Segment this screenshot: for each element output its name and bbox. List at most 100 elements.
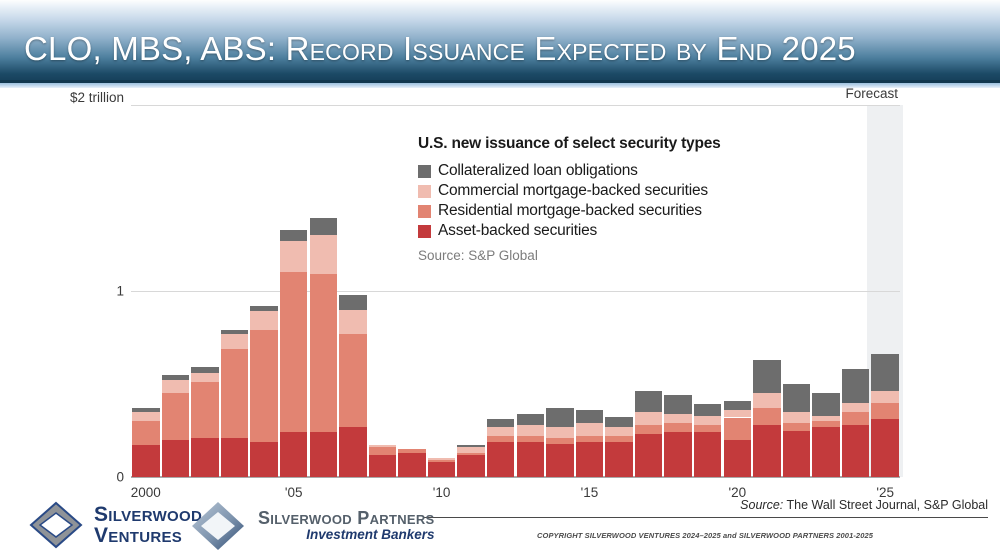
bar-2004 xyxy=(250,305,278,477)
legend-item-label: Asset-backed securities xyxy=(438,222,598,239)
x-tick-2005: '05 xyxy=(284,485,303,500)
chart-plot-area: Forecast $2 trillion 1 0 2000 '05 '10 '15 '2… xyxy=(70,86,903,500)
bar-segment xyxy=(398,449,426,453)
bar-segment xyxy=(191,437,219,477)
bar-2024 xyxy=(841,369,870,477)
bar-segment xyxy=(723,417,752,440)
bar-segment xyxy=(723,410,752,418)
header-divider-dark xyxy=(0,80,1000,83)
bar-2007 xyxy=(339,294,367,477)
logo-partners-line2: Investment Bankers xyxy=(306,527,435,543)
bar-segment xyxy=(782,423,811,431)
bar-segment xyxy=(486,441,515,477)
legend-rows: Collateralized loan obligations Commercia… xyxy=(418,162,768,240)
legend-swatch xyxy=(418,224,431,238)
bar-segment xyxy=(871,354,899,392)
legend-item: Asset-backed securities xyxy=(418,222,768,240)
bar-segment xyxy=(782,411,811,424)
bar-2009 xyxy=(398,449,426,477)
bar-segment xyxy=(220,330,249,334)
bar-segment xyxy=(664,413,692,424)
x-axis-line xyxy=(131,476,900,478)
bar-segment xyxy=(486,426,515,437)
copyright-notice: COPYRIGHT SILVERWOOD VENTURES 2024–2025 … xyxy=(537,531,874,540)
forecast-label: Forecast xyxy=(845,86,898,101)
gridline-1 xyxy=(131,291,900,292)
bar-segment xyxy=(191,382,219,438)
logo-silverwood-ventures: Silverwood Ventures xyxy=(28,500,202,550)
legend-item-label: Collateralized loan obligations xyxy=(438,162,638,179)
bar-segment xyxy=(427,458,456,461)
bar-segment xyxy=(220,348,249,438)
bar-segment xyxy=(841,411,870,425)
bar-segment xyxy=(339,294,367,310)
bar-segment xyxy=(427,460,456,463)
bar-2010 xyxy=(427,458,456,477)
logo-ventures-line1: Silverwood xyxy=(94,503,203,526)
footer-divider xyxy=(424,517,988,518)
bar-segment xyxy=(339,309,367,334)
bar-2011 xyxy=(457,445,485,477)
bar-segment xyxy=(812,421,840,427)
bar-2020 xyxy=(723,400,752,477)
bar-segment xyxy=(368,445,397,448)
bar-2003 xyxy=(220,330,249,477)
bar-2014 xyxy=(546,408,574,477)
bar-segment xyxy=(516,424,545,437)
x-tick-2000: 2000 xyxy=(130,485,161,500)
bar-2025 xyxy=(871,354,899,477)
bar-2000 xyxy=(132,408,160,477)
diamond-icon xyxy=(29,501,83,549)
bar-2006 xyxy=(309,218,337,477)
bar-2018 xyxy=(664,395,692,477)
legend-swatch xyxy=(418,184,431,198)
bar-segment xyxy=(634,391,663,412)
page-title-rest: Record Issuance Expected by End 2025 xyxy=(276,30,856,67)
page-title-lead: CLO, MBS, ABS: xyxy=(24,30,277,67)
bar-segment xyxy=(191,372,219,383)
bar-segment xyxy=(220,437,249,477)
gridline-2 xyxy=(131,105,900,106)
bar-segment xyxy=(605,417,633,427)
bar-segment xyxy=(694,404,722,416)
bar-segment xyxy=(812,426,840,477)
bar-segment xyxy=(309,432,337,477)
bar-segment xyxy=(516,413,545,425)
legend-swatch xyxy=(418,164,431,178)
bar-2002 xyxy=(191,367,219,477)
bar-segment xyxy=(753,393,781,409)
bar-segment xyxy=(161,439,190,477)
bar-segment xyxy=(309,235,337,275)
legend-source: Source: S&P Global xyxy=(418,248,538,263)
bar-segment xyxy=(486,419,515,427)
bar-segment xyxy=(605,441,633,477)
bar-segment xyxy=(427,462,456,477)
x-tick-2015: '15 xyxy=(580,485,599,500)
bar-segment xyxy=(309,218,337,236)
bar-segment xyxy=(546,426,574,438)
bar-segment xyxy=(368,447,397,455)
logo-ventures-text: Silverwood Ventures xyxy=(94,504,202,546)
bar-2005 xyxy=(279,229,308,477)
bar-segment xyxy=(161,374,190,381)
bar-segment xyxy=(368,454,397,477)
title-banner: CLO, MBS, ABS: Record Issuance Expected … xyxy=(0,0,1000,80)
bar-segment xyxy=(694,415,722,425)
bar-segment xyxy=(309,274,337,433)
bar-2021 xyxy=(753,359,781,477)
source-label: Source: xyxy=(740,498,784,512)
legend-item-label: Residential mortgage-backed securities xyxy=(438,202,702,219)
bar-2008 xyxy=(368,445,397,477)
y-axis-label-top: $2 trillion xyxy=(69,90,124,105)
bar-segment xyxy=(812,393,840,416)
bar-segment xyxy=(161,380,190,394)
bar-segment xyxy=(457,445,485,448)
bar-segment xyxy=(664,395,692,414)
bar-2022 xyxy=(782,384,811,477)
logo-ventures-line2: Ventures xyxy=(94,524,183,547)
bar-segment xyxy=(575,436,604,442)
bar-segment xyxy=(694,432,722,477)
bar-segment xyxy=(132,411,160,422)
x-tick-2025: '25 xyxy=(876,485,894,500)
